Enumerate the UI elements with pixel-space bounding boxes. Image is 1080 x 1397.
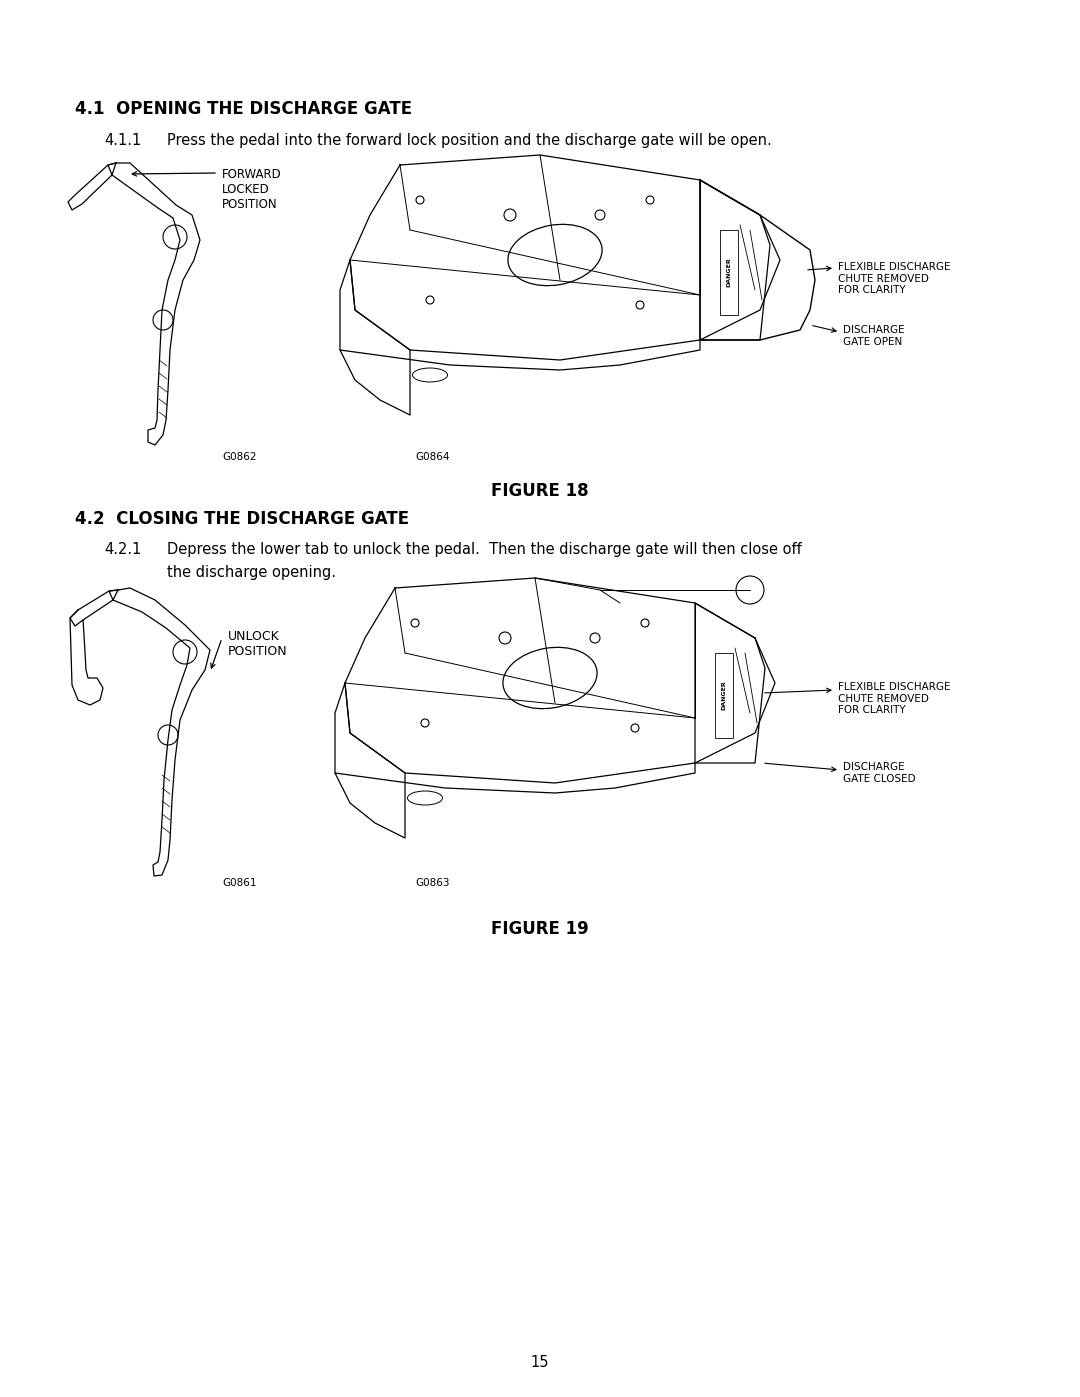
FancyBboxPatch shape bbox=[720, 231, 738, 314]
Text: DANGER: DANGER bbox=[721, 680, 727, 710]
Text: FLEXIBLE DISCHARGE
CHUTE REMOVED
FOR CLARITY: FLEXIBLE DISCHARGE CHUTE REMOVED FOR CLA… bbox=[838, 682, 950, 715]
Text: DISCHARGE
GATE CLOSED: DISCHARGE GATE CLOSED bbox=[843, 761, 916, 784]
Text: G0863: G0863 bbox=[415, 877, 449, 888]
Text: Press the pedal into the forward lock position and the discharge gate will be op: Press the pedal into the forward lock po… bbox=[167, 133, 772, 148]
Text: the discharge opening.: the discharge opening. bbox=[167, 564, 336, 580]
Text: G0864: G0864 bbox=[415, 453, 449, 462]
Text: 4.1  OPENING THE DISCHARGE GATE: 4.1 OPENING THE DISCHARGE GATE bbox=[75, 101, 413, 117]
Text: G0861: G0861 bbox=[222, 877, 257, 888]
Text: 15: 15 bbox=[530, 1355, 550, 1370]
Text: UNLOCK
POSITION: UNLOCK POSITION bbox=[228, 630, 287, 658]
Text: FORWARD
LOCKED
POSITION: FORWARD LOCKED POSITION bbox=[222, 168, 282, 211]
Text: 4.2  CLOSING THE DISCHARGE GATE: 4.2 CLOSING THE DISCHARGE GATE bbox=[75, 510, 409, 528]
Text: DISCHARGE
GATE OPEN: DISCHARGE GATE OPEN bbox=[843, 326, 905, 346]
Text: DANGER: DANGER bbox=[727, 257, 731, 286]
Text: FLEXIBLE DISCHARGE
CHUTE REMOVED
FOR CLARITY: FLEXIBLE DISCHARGE CHUTE REMOVED FOR CLA… bbox=[838, 263, 950, 295]
Text: 4.2.1: 4.2.1 bbox=[104, 542, 141, 557]
Text: 4.1.1: 4.1.1 bbox=[104, 133, 141, 148]
Text: FIGURE 18: FIGURE 18 bbox=[491, 482, 589, 500]
Text: FIGURE 19: FIGURE 19 bbox=[491, 921, 589, 937]
FancyBboxPatch shape bbox=[715, 652, 733, 738]
Text: G0862: G0862 bbox=[222, 453, 257, 462]
Text: Depress the lower tab to unlock the pedal.  Then the discharge gate will then cl: Depress the lower tab to unlock the peda… bbox=[167, 542, 801, 557]
